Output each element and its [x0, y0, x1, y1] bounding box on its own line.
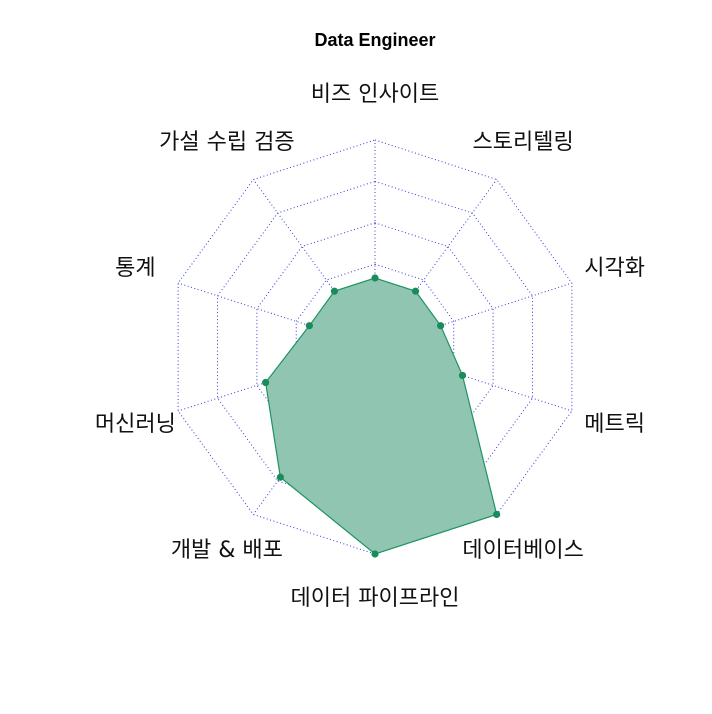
- axis-label: 머신러닝: [95, 412, 176, 437]
- axis-label: 비즈 인사이트: [311, 82, 439, 107]
- data-point: [458, 371, 467, 380]
- data-point: [371, 550, 379, 558]
- axis-label: 데이터 파이프라인: [291, 586, 460, 611]
- axis-label: 스토리텔링: [473, 130, 574, 155]
- axis-spoke: [374, 346, 573, 412]
- axis-label: 시각화: [584, 256, 645, 281]
- data-point: [437, 322, 445, 330]
- axis-label: 가설 수립 검증: [159, 130, 294, 155]
- axis-spoke: [252, 179, 376, 348]
- axis-spoke: [252, 346, 376, 515]
- axis-spoke: [374, 179, 498, 348]
- series-area: [264, 277, 498, 555]
- axis-label: 데이터베이스: [462, 538, 583, 563]
- axis-label: 개발 & 배포: [171, 538, 283, 563]
- data-point: [371, 274, 379, 282]
- data-point: [262, 378, 270, 387]
- axis-spoke: [374, 282, 573, 348]
- data-point: [411, 287, 420, 295]
- data-point: [276, 473, 284, 481]
- chart-title: Data Engineer: [314, 30, 435, 50]
- axis-label: 메트릭: [584, 412, 645, 437]
- axis-label: 통계: [115, 256, 155, 281]
- radar-series: [262, 274, 501, 558]
- data-point: [493, 510, 501, 519]
- data-point: [330, 287, 339, 295]
- data-point: [305, 322, 313, 330]
